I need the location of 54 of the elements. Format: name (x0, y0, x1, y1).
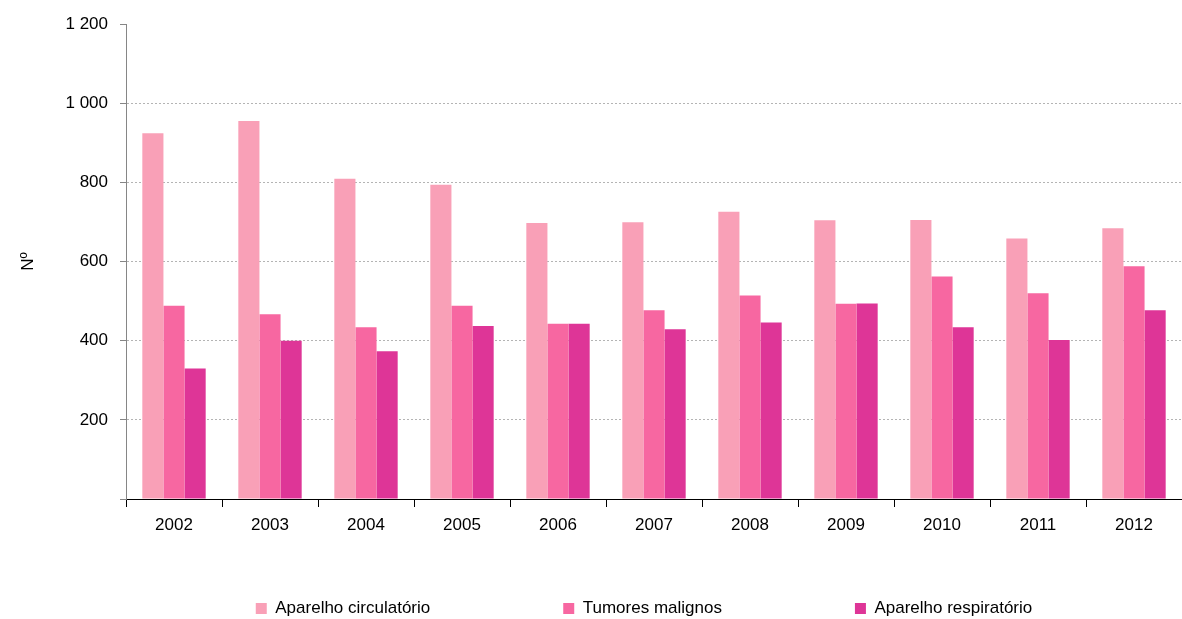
bar (1144, 310, 1166, 499)
bar (814, 220, 836, 499)
bar (355, 327, 377, 499)
y-tick-label: 800 (79, 172, 108, 192)
bar (910, 219, 932, 499)
bar (568, 323, 590, 499)
bar (856, 303, 878, 499)
bar (142, 133, 164, 499)
legend-label: Aparelho respiratório (874, 598, 1033, 618)
bar (238, 120, 260, 499)
x-tick-label: 2005 (443, 514, 481, 534)
x-tick-label: 2004 (347, 514, 385, 534)
bar (952, 327, 974, 499)
legend-label: Aparelho circulatório (275, 598, 431, 618)
x-tick-label: 2008 (731, 514, 769, 534)
bar (430, 184, 452, 499)
x-tick-label: 2010 (923, 514, 961, 534)
y-tick-label: 600 (79, 251, 108, 271)
bar (376, 351, 398, 499)
bar (760, 322, 782, 499)
x-tick-label: 2011 (1019, 514, 1057, 534)
bar (1006, 238, 1028, 499)
y-tick-label: 1 200 (65, 13, 108, 33)
bar (739, 295, 761, 499)
bar (526, 223, 548, 499)
x-tick-label: 2006 (539, 514, 577, 534)
bar (718, 211, 740, 499)
bar (280, 340, 302, 499)
x-tick-label: 2009 (827, 514, 865, 534)
bar (1048, 339, 1070, 499)
bar (931, 276, 953, 499)
x-tick-label: 2007 (635, 514, 673, 534)
bar (547, 323, 569, 499)
y-tick-label: 1 000 (65, 92, 108, 112)
bar (643, 310, 665, 499)
bar (334, 178, 356, 499)
bar (259, 314, 281, 499)
x-tick-label: 2002 (155, 514, 193, 534)
bar (451, 305, 473, 499)
y-tick-label: 200 (79, 409, 108, 429)
legend-label: Tumores malignos (582, 598, 722, 618)
bar (1123, 266, 1145, 499)
bar (184, 368, 206, 499)
bar (835, 303, 857, 499)
bar (1102, 228, 1124, 499)
bar (472, 326, 494, 499)
bar (622, 222, 644, 499)
bar (163, 305, 185, 499)
x-tick-label: 2003 (251, 514, 289, 534)
bar (664, 329, 686, 499)
bar (1027, 293, 1049, 499)
x-tick-label: 2012 (1115, 514, 1153, 534)
y-axis-title: Nº (17, 252, 37, 271)
y-tick-label: 400 (79, 330, 108, 350)
